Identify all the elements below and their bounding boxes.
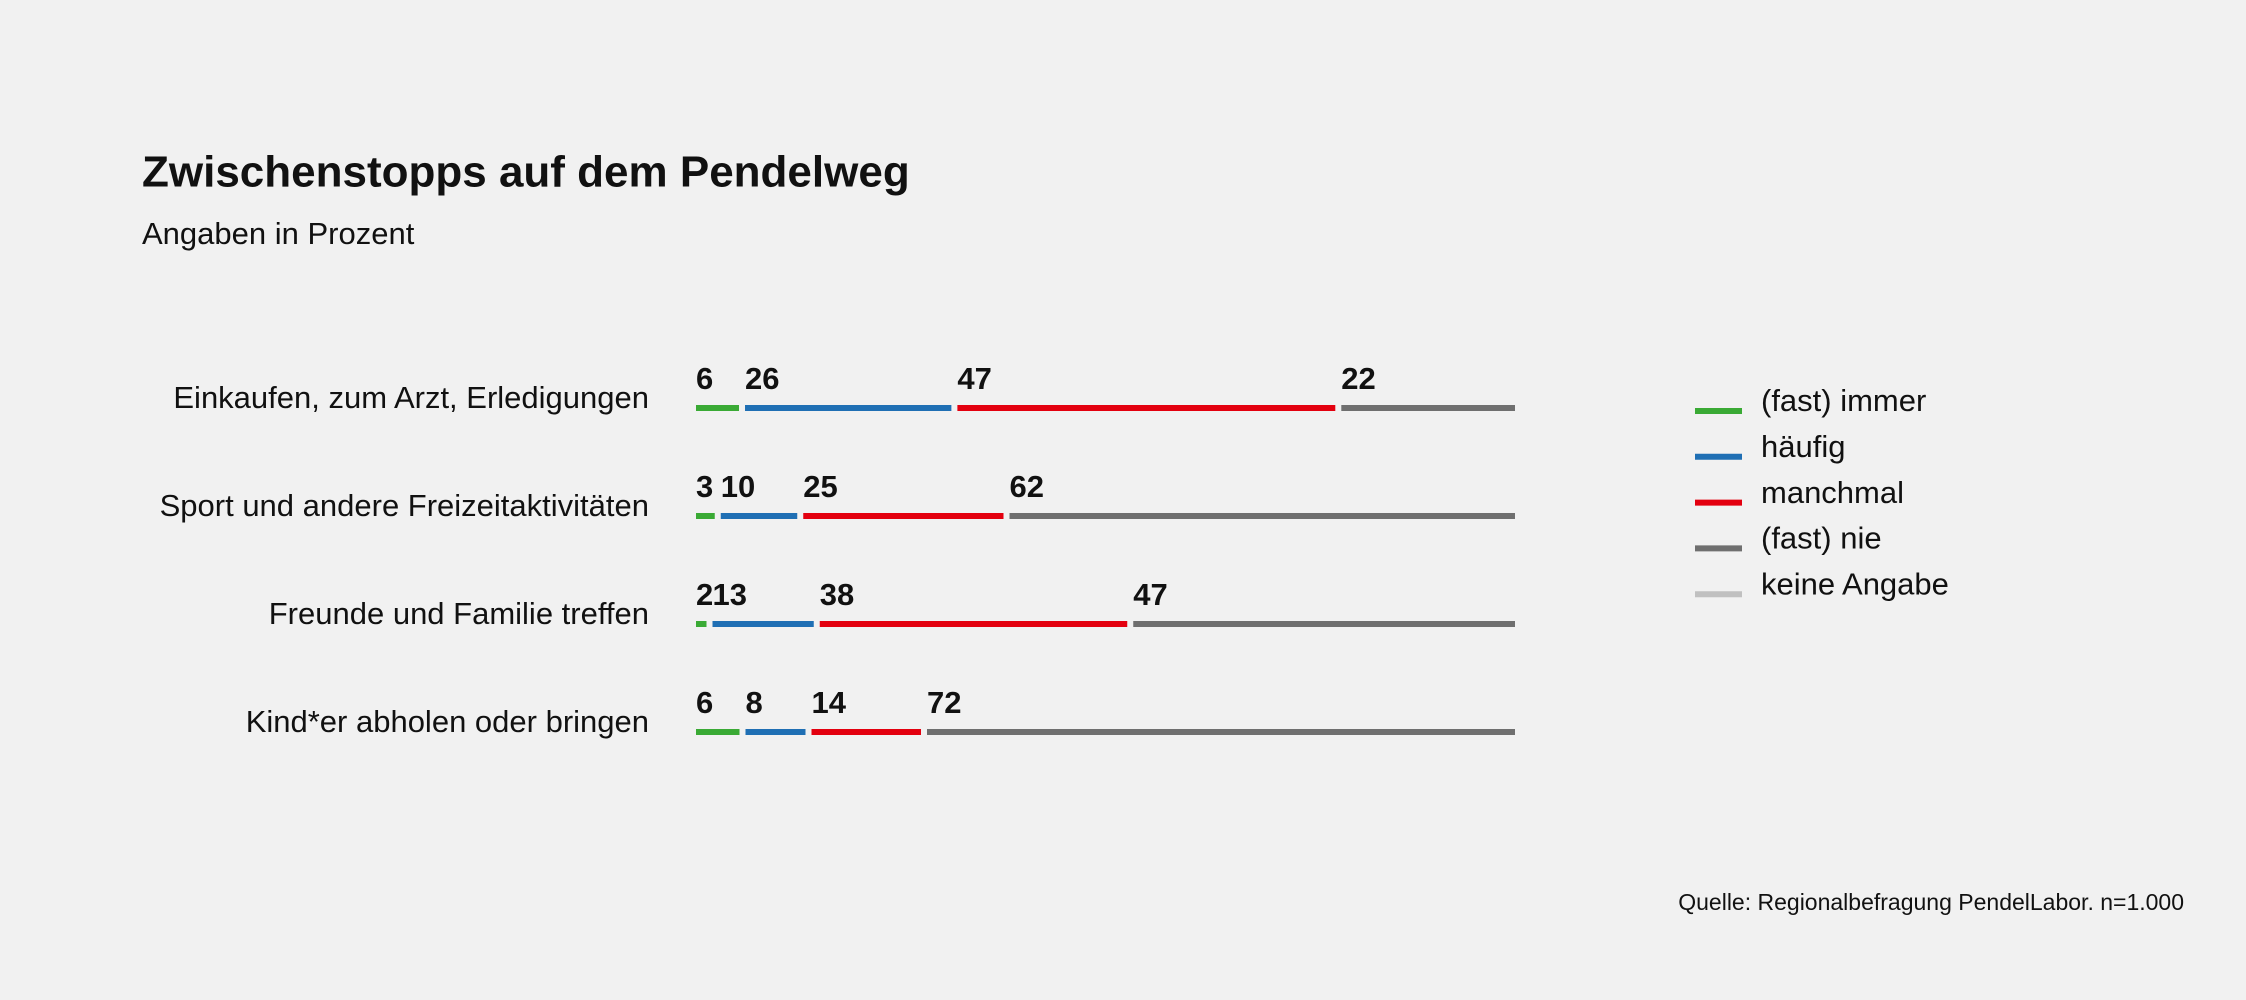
value-label: 22 bbox=[1341, 361, 1375, 396]
value-label: 72 bbox=[927, 685, 961, 720]
value-label: 10 bbox=[721, 469, 755, 504]
value-label: 62 bbox=[1010, 469, 1044, 504]
value-label: 8 bbox=[746, 685, 763, 720]
chart-title: Zwischenstopps auf dem Pendelweg bbox=[142, 148, 910, 197]
category-label: Sport und andere Freizeitaktivitäten bbox=[160, 488, 649, 523]
legend-label: manchmal bbox=[1761, 475, 1904, 510]
source-note: Quelle: Regionalbefragung PendelLabor. n… bbox=[1678, 889, 2184, 915]
value-label: 26 bbox=[745, 361, 779, 396]
category-label: Freunde und Familie treffen bbox=[269, 596, 649, 631]
value-label: 47 bbox=[1133, 577, 1167, 612]
value-label: 14 bbox=[812, 685, 847, 720]
legend-label: (fast) immer bbox=[1761, 383, 1926, 418]
value-label: 6 bbox=[696, 685, 713, 720]
value-label: 13 bbox=[713, 577, 747, 612]
value-label: 2 bbox=[696, 577, 713, 612]
category-label: Kind*er abholen oder bringen bbox=[246, 704, 649, 739]
legend-label: häufig bbox=[1761, 429, 1845, 464]
value-label: 6 bbox=[696, 361, 713, 396]
legend-label: keine Angabe bbox=[1761, 566, 1949, 601]
category-label: Einkaufen, zum Arzt, Erledigungen bbox=[173, 380, 649, 415]
chart-subtitle: Angaben in Prozent bbox=[142, 216, 415, 251]
value-label: 38 bbox=[820, 577, 854, 612]
value-label: 3 bbox=[696, 469, 713, 504]
legend-label: (fast) nie bbox=[1761, 521, 1882, 556]
value-label: 25 bbox=[803, 469, 837, 504]
value-label: 47 bbox=[957, 361, 991, 396]
